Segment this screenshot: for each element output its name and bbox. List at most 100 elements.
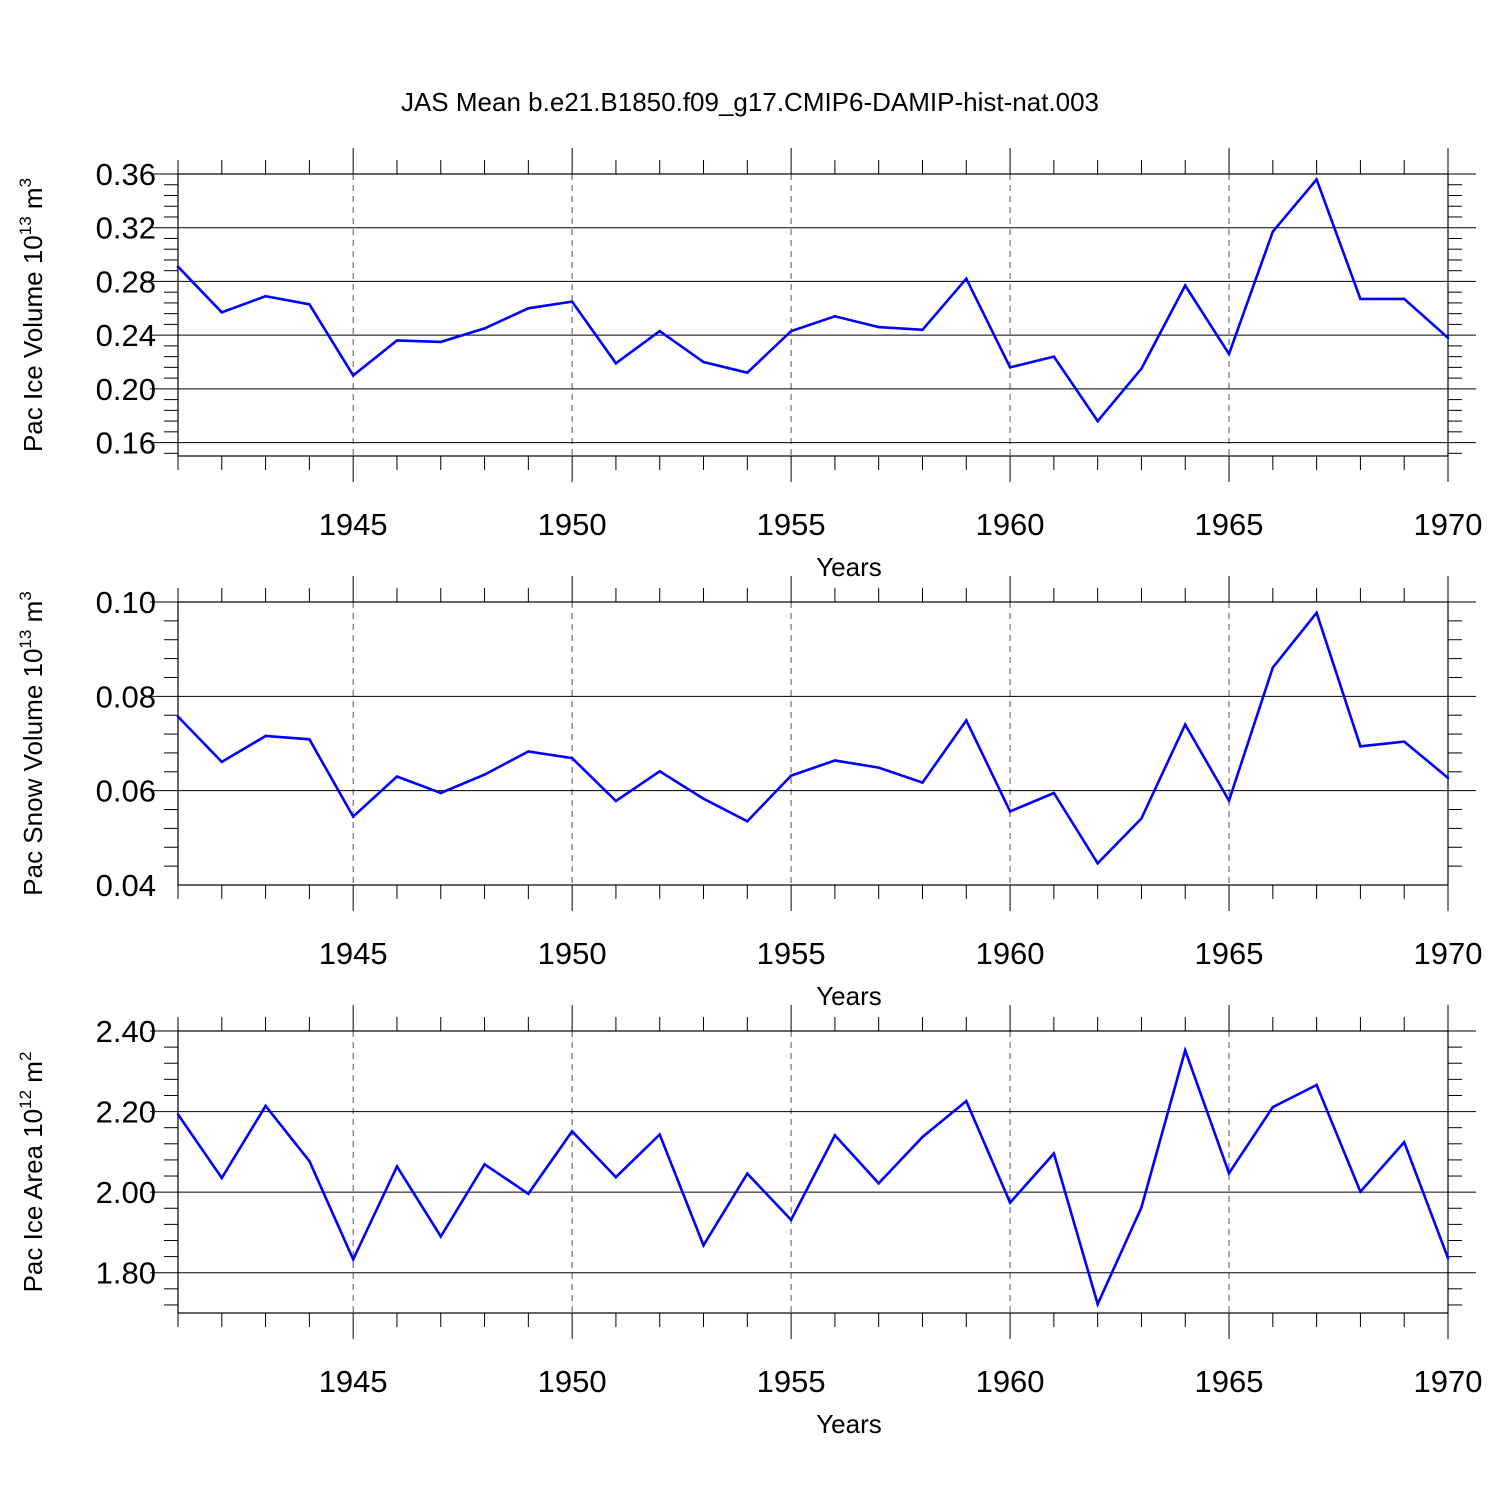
data-point [220, 760, 224, 764]
data-point [176, 715, 180, 718]
y-tick-label: 0.06 [96, 774, 156, 809]
data-point [1402, 297, 1406, 301]
data-point [833, 315, 837, 318]
data-point [1315, 178, 1318, 181]
y-tick-label: 0.10 [96, 585, 156, 620]
x-tick-label: 1945 [319, 936, 388, 971]
data-point [921, 781, 924, 784]
data-point [614, 799, 618, 803]
data-point [351, 815, 355, 818]
data-point [1140, 817, 1143, 820]
data-point [833, 1134, 837, 1137]
data-point [1271, 1105, 1275, 1109]
data-point [527, 750, 530, 753]
y-axis-title: Pac Ice Volume 1013 m3 [16, 178, 48, 452]
y-axis-title-exponent: 13 [16, 630, 35, 649]
y-tick-label: 0.08 [96, 679, 156, 714]
data-point [483, 327, 486, 330]
y-axis-title-main: Pac Ice Volume 10 [18, 235, 48, 452]
y-tick-label: 0.04 [96, 868, 156, 903]
x-tick-label: 1965 [1195, 1364, 1264, 1399]
y-tick-label: 0.16 [96, 426, 156, 461]
data-point [1052, 1152, 1056, 1155]
x-tick-label: 1955 [757, 1364, 826, 1399]
data-point [877, 766, 880, 769]
chart-panel-3: 1.80 2.00 2.20 2.40 1945 1950 1955 1960 1965 1970… [16, 1005, 1482, 1439]
data-point [1227, 1171, 1231, 1175]
y-axis-title-unit-exponent: 3 [16, 178, 35, 187]
x-tick-label: 1950 [538, 1364, 607, 1399]
y-axis-title-exponent: 12 [16, 1090, 35, 1109]
data-point [1227, 352, 1231, 356]
data-point [220, 311, 224, 314]
data-point [614, 1175, 618, 1179]
data-point [395, 1165, 399, 1168]
x-axis-title: Years [816, 981, 882, 1011]
y-tick-label: 0.28 [96, 264, 156, 299]
data-point [1271, 230, 1275, 234]
data-point [395, 775, 399, 778]
data-point [702, 797, 705, 800]
data-point [921, 1135, 924, 1139]
data-point [264, 1104, 267, 1108]
plot-frame [177, 601, 1449, 886]
y-tick-label: 0.36 [96, 157, 156, 192]
x-tick-label: 1945 [319, 1364, 388, 1399]
y-axis-title-unit: m [18, 1061, 48, 1090]
data-point [746, 371, 749, 375]
data-point [614, 362, 618, 365]
x-tick-label: 1970 [1414, 936, 1483, 971]
data-point [264, 294, 267, 298]
y-axis-title-unit: m [18, 187, 48, 216]
data-point [570, 756, 574, 760]
series-line [177, 176, 1449, 424]
y-tick-label: 0.32 [96, 211, 156, 246]
data-point [702, 1244, 705, 1247]
data-point [658, 1133, 662, 1136]
y-tick-label: 0.20 [96, 372, 156, 407]
data-point [527, 1192, 530, 1196]
data-point [1402, 740, 1406, 743]
x-tick-label: 1955 [757, 507, 826, 542]
data-point [877, 325, 880, 329]
data-point [351, 374, 355, 377]
x-tick-label: 1970 [1414, 1364, 1483, 1399]
data-point [1096, 862, 1099, 865]
data-point [570, 1130, 574, 1133]
y-axis-title-unit-exponent: 3 [16, 591, 35, 600]
data-point [789, 774, 793, 777]
chart-panel-2: 0.04 0.06 0.08 0.10 1945 1950 1955 1960 1965 1970… [16, 576, 1482, 1011]
data-point [964, 1099, 968, 1103]
data-point [176, 1113, 180, 1116]
data-point [1227, 799, 1231, 802]
data-point [1008, 810, 1012, 813]
y-tick-label: 2.40 [96, 1014, 156, 1049]
data-point [1008, 366, 1012, 369]
series-line [177, 610, 1449, 866]
y-axis-title-unit-exponent: 2 [16, 1052, 35, 1061]
data-point [1402, 1140, 1406, 1144]
data-point [1315, 1083, 1318, 1087]
data-point [1271, 666, 1275, 669]
data-point [1140, 1206, 1143, 1209]
data-point [395, 339, 399, 342]
data-point [351, 1258, 355, 1261]
data-point [1096, 1302, 1099, 1306]
data-point [1446, 1256, 1450, 1260]
data-point [1140, 367, 1143, 371]
y-axis-title-exponent: 13 [16, 216, 35, 235]
data-point [658, 329, 662, 333]
x-axis-title: Years [816, 1409, 882, 1439]
data-point [570, 300, 574, 303]
data-point [308, 737, 311, 741]
data-point [789, 329, 793, 333]
data-point [1052, 355, 1056, 358]
data-point [1446, 336, 1450, 340]
data-point [439, 1235, 443, 1238]
y-axis-title-main: Pac Ice Area 10 [18, 1109, 48, 1293]
data-point [877, 1181, 880, 1185]
data-point [527, 306, 530, 310]
series-line [176, 1046, 1450, 1308]
data-point [964, 719, 968, 722]
